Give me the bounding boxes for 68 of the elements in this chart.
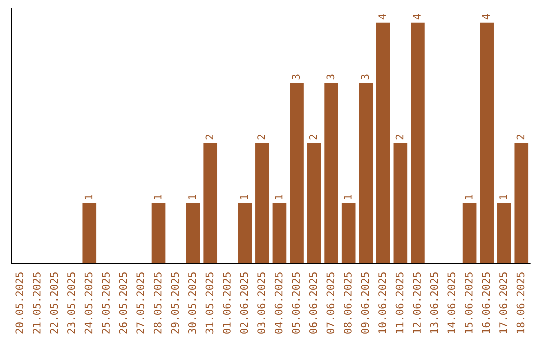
bar [204,143,218,264]
bar [238,203,252,264]
x-tick-label: 22.05.2025 [50,272,58,334]
x-tick-label: 29.05.2025 [171,272,180,334]
bar [497,203,512,264]
x-tick-label: 27.05.2025 [136,272,145,334]
data-label: 1 [84,195,93,200]
bar [272,203,287,264]
x-tick-label: 23.05.2025 [68,272,76,334]
data-label: 1 [188,195,196,200]
bar [394,143,408,264]
x-tick-label: 18.06.2025 [516,272,525,334]
x-tick-label: 05.06.2025 [292,272,300,334]
data-label: 4 [482,14,490,20]
data-label: 1 [240,195,248,200]
data-label: 2 [516,135,525,140]
x-tick-label: 28.05.2025 [154,272,162,334]
bar [290,83,304,264]
bar [307,143,322,264]
x-tick-label: 16.06.2025 [482,272,490,334]
data-label: 2 [206,135,214,140]
x-tick-label: 24.05.2025 [84,272,93,334]
bar [376,22,390,264]
data-label: 2 [309,135,318,140]
data-label: 4 [378,14,386,20]
x-tick-label: 12.06.2025 [413,272,422,334]
x-tick-label: 20.05.2025 [16,272,24,334]
x-tick-label: 03.06.2025 [258,272,266,334]
data-label: 1 [500,195,508,200]
data-label: 1 [154,195,162,200]
x-tick-label: 07.06.2025 [326,272,335,334]
bar [82,203,97,264]
x-tick-label: 25.05.2025 [102,272,110,334]
x-tick-label: 10.06.2025 [378,272,386,334]
bar [359,83,374,264]
x-tick-label: 17.06.2025 [500,272,508,334]
x-tick-label: 14.06.2025 [448,272,456,334]
data-label: 1 [344,195,352,200]
data-label: 3 [361,74,370,80]
x-tick-label: 01.06.2025 [223,272,231,334]
data-label: 2 [396,135,404,140]
x-tick-label: 21.05.2025 [32,272,41,334]
data-label: 1 [465,195,473,200]
x-tick-label: 11.06.2025 [396,272,404,334]
x-tick-label: 30.05.2025 [188,272,196,334]
bar [462,203,477,264]
x-tick-label: 02.06.2025 [240,272,248,334]
x-tick-label: 04.06.2025 [274,272,283,334]
data-label: 1 [275,195,283,200]
bar [256,143,270,264]
bar [411,22,425,264]
x-tick-label: 09.06.2025 [361,272,370,334]
x-tick-label: 26.05.2025 [119,272,128,334]
x-tick-label: 15.06.2025 [464,272,473,334]
bar [324,83,338,264]
x-tick-label: 06.06.2025 [309,272,318,334]
bar [342,203,356,264]
x-tick-label: 13.06.2025 [430,272,438,334]
data-label: 3 [326,74,335,80]
x-tick-label: 31.05.2025 [206,272,214,334]
bar [480,22,494,264]
bar [152,203,166,264]
bar [186,203,200,264]
data-label: 2 [258,135,266,140]
data-label: 3 [292,74,300,80]
x-tick-label: 08.06.2025 [344,272,352,334]
bar [514,143,529,264]
data-label: 4 [413,14,421,20]
